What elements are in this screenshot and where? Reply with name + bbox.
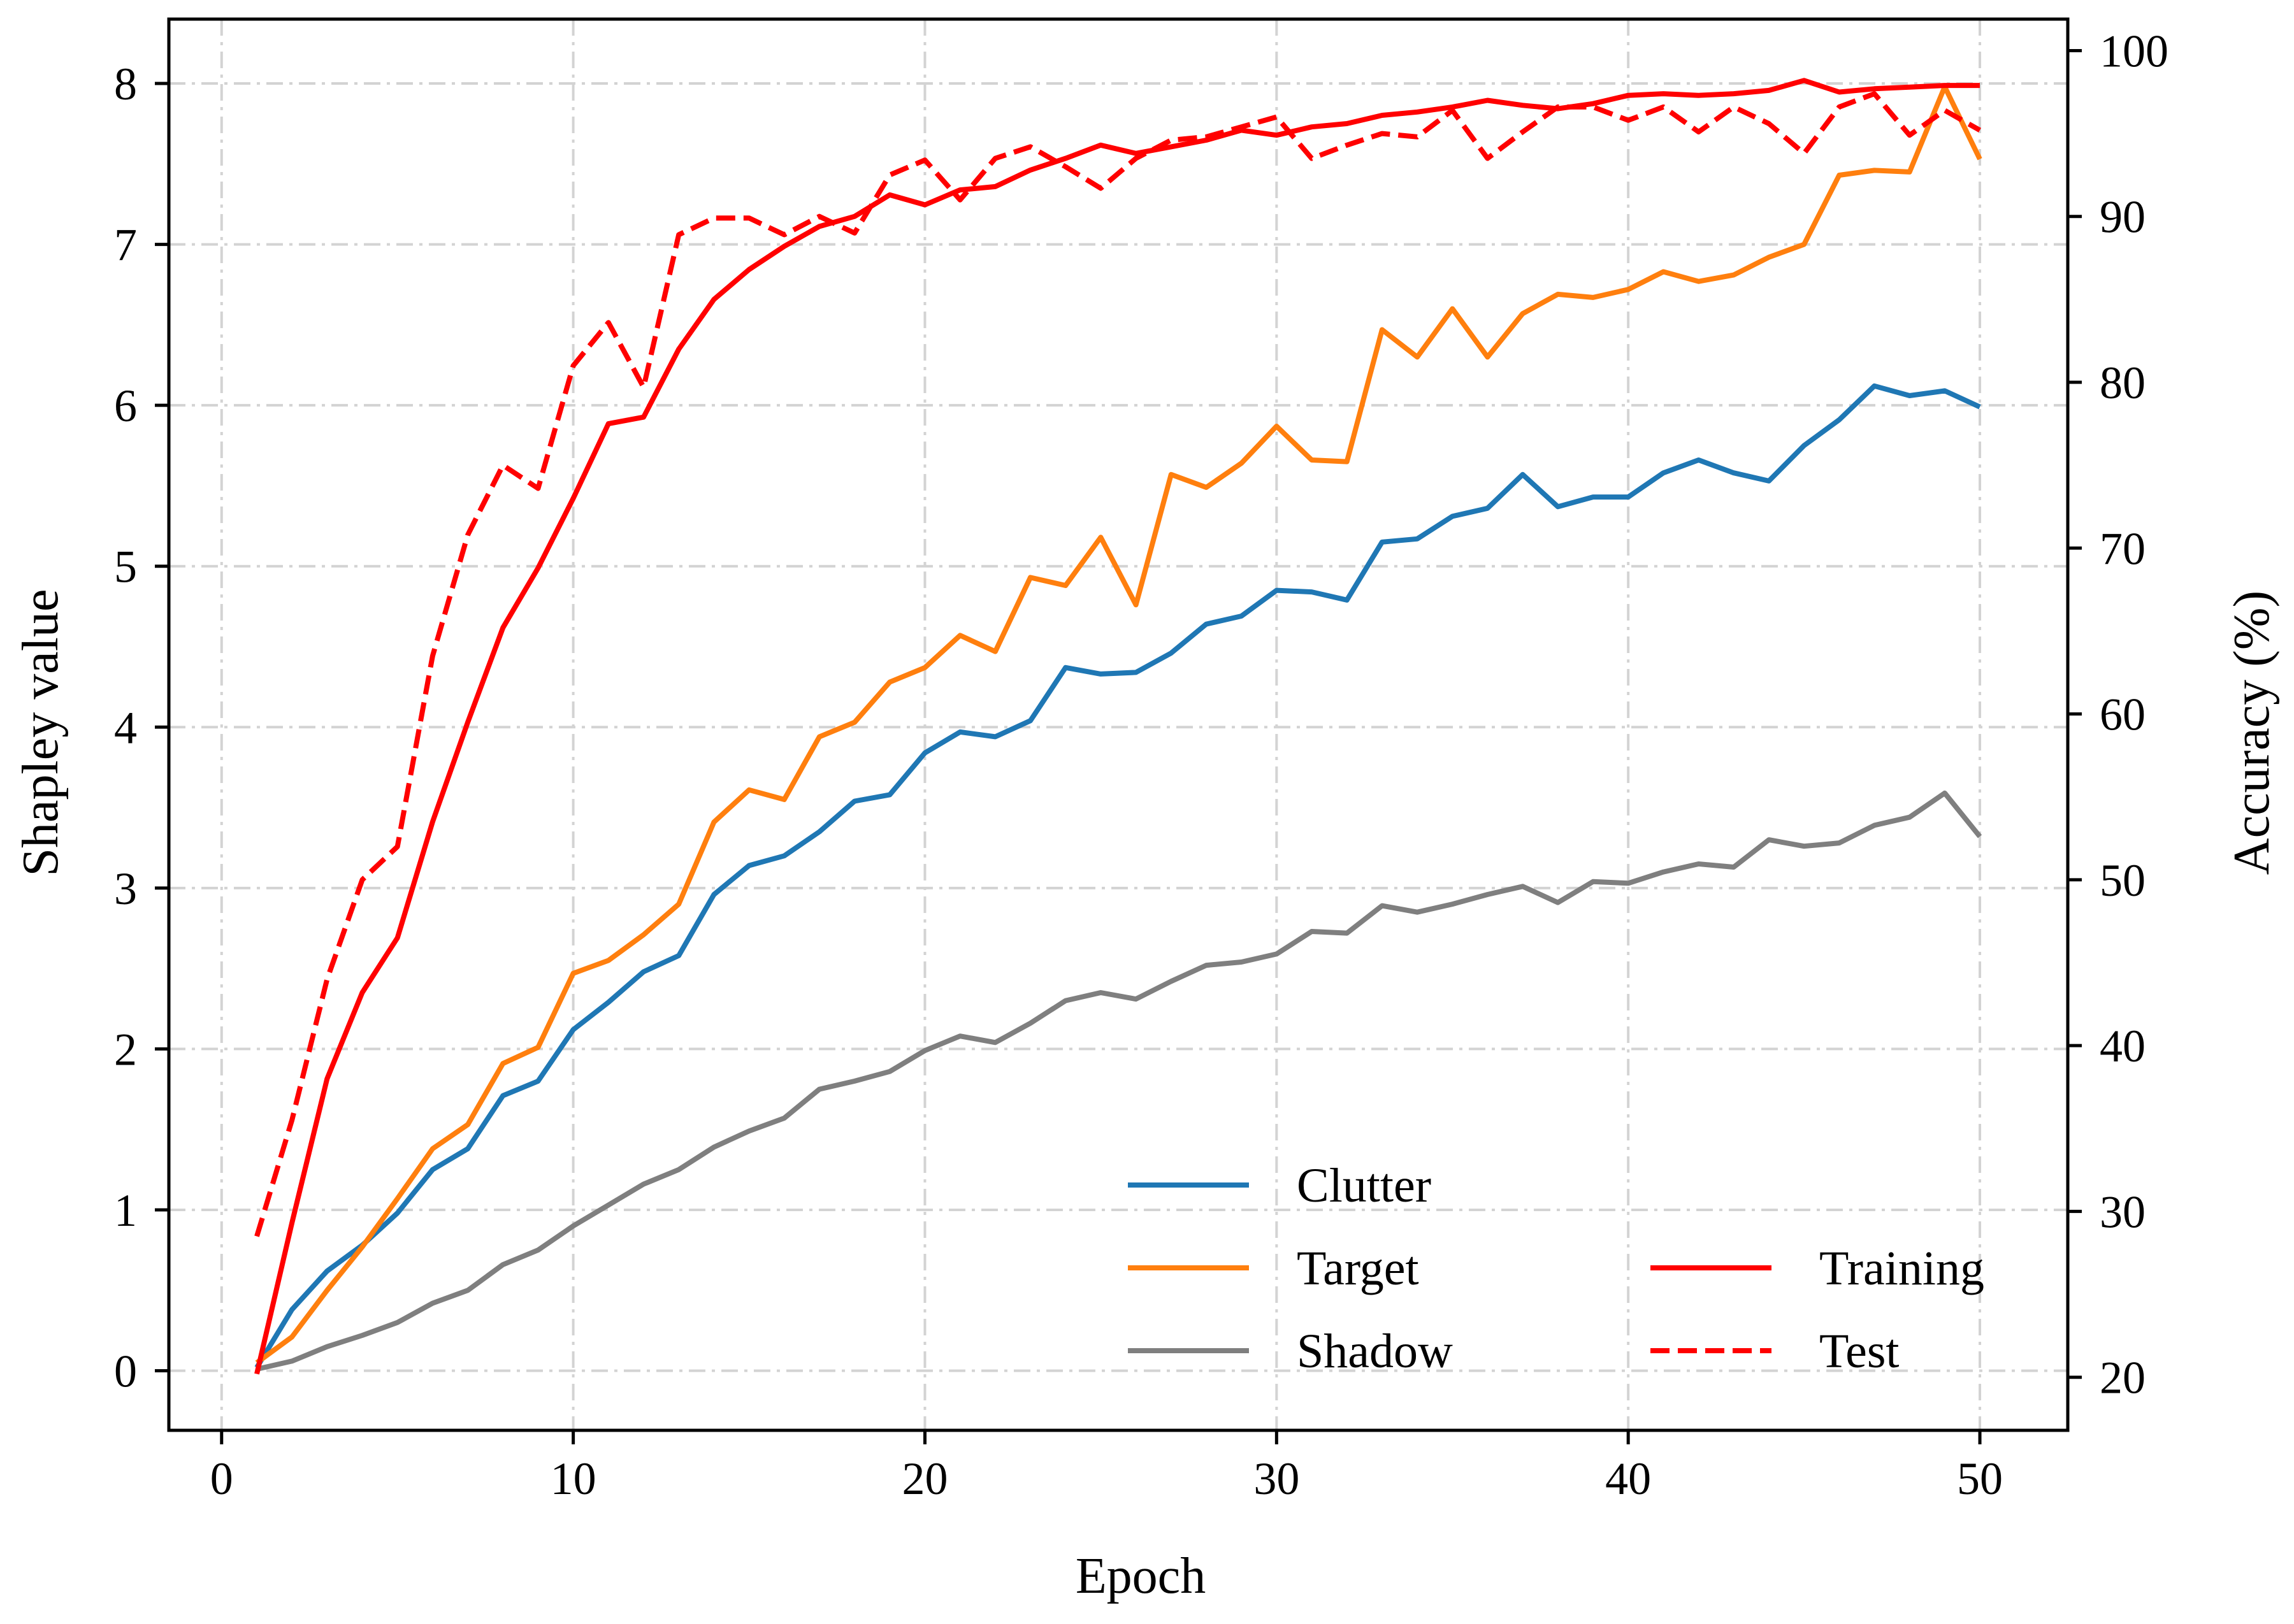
grid xyxy=(169,19,2068,1430)
right-y-tick-label: 70 xyxy=(2100,523,2146,574)
left-y-tick-label: 4 xyxy=(114,702,137,753)
x-axis: 0 10 20 30 40 50 xyxy=(210,1430,2003,1504)
series-line-training xyxy=(254,78,1980,1375)
left-y-axis: 0 1 2 3 4 5 6 7 8 xyxy=(114,59,169,1397)
x-tick-label: 20 xyxy=(902,1453,948,1504)
right-y-tick-label: 40 xyxy=(2100,1021,2146,1072)
legend-label-test: Test xyxy=(1819,1325,1900,1378)
left-y-tick-label: 7 xyxy=(114,220,137,271)
right-y-tick-label: 60 xyxy=(2100,689,2146,740)
left-y-tick-label: 3 xyxy=(114,863,137,914)
x-axis-label: Epoch xyxy=(1076,1548,1206,1604)
right-y-tick-label: 80 xyxy=(2100,357,2146,408)
x-tick-label: 40 xyxy=(1605,1453,1651,1504)
right-y-tick-label: 50 xyxy=(2100,855,2146,906)
right-y-axis: 20 30 40 50 60 70 80 90 100 xyxy=(2068,25,2168,1404)
legend-label-target: Target xyxy=(1297,1242,1419,1295)
plot-frame xyxy=(167,17,2070,1432)
left-y-axis-label: Shapley value xyxy=(13,589,69,877)
left-y-tick-label: 0 xyxy=(114,1346,137,1397)
legend-label-shadow: Shadow xyxy=(1297,1325,1453,1378)
right-y-tick-label: 100 xyxy=(2100,25,2168,76)
series-line-shadow xyxy=(256,790,1982,1372)
x-tick-label: 0 xyxy=(210,1453,233,1504)
plot-series xyxy=(254,78,1982,1375)
right-y-tick-label: 20 xyxy=(2100,1353,2146,1404)
left-y-tick-label: 8 xyxy=(114,59,137,110)
left-y-tick-label: 1 xyxy=(114,1185,137,1236)
right-y-axis-label: Accuracy (%) xyxy=(2224,591,2280,875)
left-y-tick-label: 2 xyxy=(114,1024,137,1075)
right-y-tick-label: 90 xyxy=(2100,192,2146,243)
right-y-tick-label: 30 xyxy=(2100,1186,2146,1237)
series-line-clutter xyxy=(254,383,1981,1369)
series-line-target xyxy=(255,84,1982,1365)
legend-label-training: Training xyxy=(1819,1242,1984,1295)
left-y-tick-label: 5 xyxy=(114,542,137,593)
left-y-tick-label: 6 xyxy=(114,380,137,431)
legend: Clutter Target Shadow Training Test xyxy=(1128,1159,1984,1378)
legend-label-clutter: Clutter xyxy=(1297,1159,1431,1212)
series-line-test xyxy=(254,91,1981,1237)
x-tick-label: 10 xyxy=(551,1453,596,1504)
x-tick-label: 30 xyxy=(1253,1453,1299,1504)
x-tick-label: 50 xyxy=(1957,1453,2003,1504)
